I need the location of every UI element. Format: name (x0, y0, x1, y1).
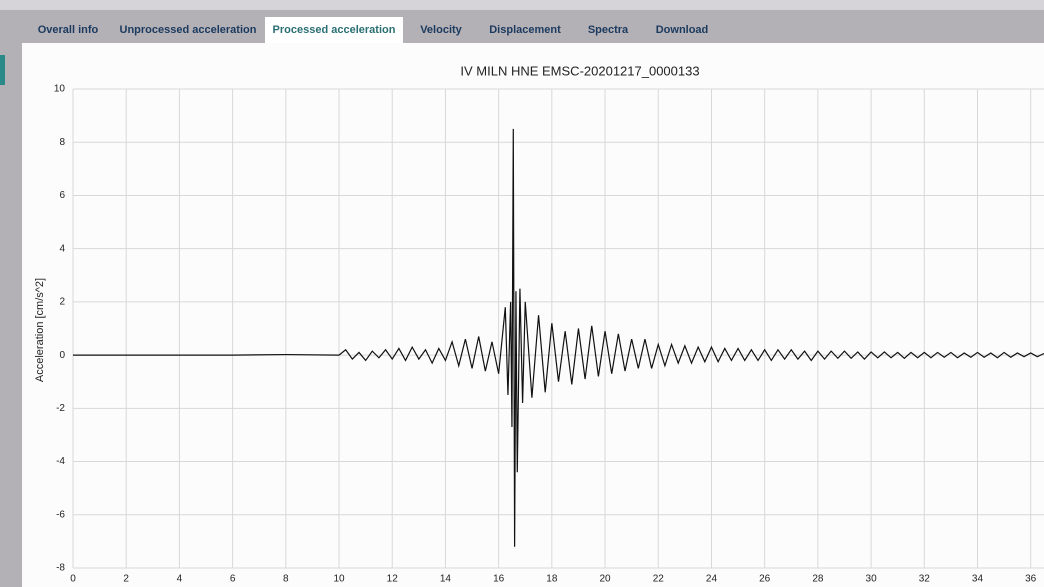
y-tick-label: -6 (56, 509, 65, 520)
x-tick-label: 32 (919, 574, 931, 585)
tab[interactable]: Displacement (489, 24, 561, 36)
x-tick-label: 4 (177, 574, 183, 585)
x-tick-label: 10 (333, 574, 345, 585)
y-tick-label: -4 (56, 456, 65, 467)
x-tick-label: 2 (123, 574, 129, 585)
y-tick-label: 0 (59, 350, 65, 361)
x-tick-label: 34 (972, 574, 984, 585)
y-tick-label: 8 (59, 137, 65, 148)
tab[interactable]: Velocity (420, 24, 462, 36)
x-tick-label: 12 (387, 574, 399, 585)
x-tick-label: 30 (866, 574, 878, 585)
x-tick-label: 14 (440, 574, 452, 585)
chart-panel (22, 43, 1044, 587)
y-tick-label: 2 (59, 297, 65, 308)
x-tick-label: 28 (812, 574, 824, 585)
y-axis-label: Acceleration [cm/s^2] (34, 278, 46, 382)
tab[interactable]: Download (655, 24, 709, 36)
tab-active[interactable]: Processed acceleration (265, 17, 403, 43)
x-tick-label: 22 (653, 574, 665, 585)
y-tick-label: -8 (56, 563, 65, 574)
x-tick-label: 24 (706, 574, 718, 585)
tab[interactable]: Unprocessed acceleration (119, 24, 257, 36)
x-tick-label: 36 (1025, 574, 1037, 585)
x-tick-label: 16 (493, 574, 505, 585)
top-strip (0, 0, 1044, 10)
y-tick-label: 4 (59, 243, 65, 254)
x-tick-label: 6 (230, 574, 236, 585)
x-tick-label: 0 (70, 574, 76, 585)
x-tick-label: 26 (759, 574, 771, 585)
x-tick-label: 18 (546, 574, 558, 585)
side-marker (0, 55, 5, 85)
tab[interactable]: Overall info (37, 24, 99, 36)
y-tick-label: -2 (56, 403, 65, 414)
y-tick-label: 10 (54, 84, 66, 95)
x-tick-label: 8 (283, 574, 289, 585)
chart-title: IV MILN HNE EMSC-20201217_0000133 (460, 63, 699, 78)
tab[interactable]: Spectra (587, 24, 629, 36)
signal-line (73, 128, 1044, 547)
y-tick-label: 6 (59, 190, 65, 201)
x-tick-label: 20 (599, 574, 611, 585)
